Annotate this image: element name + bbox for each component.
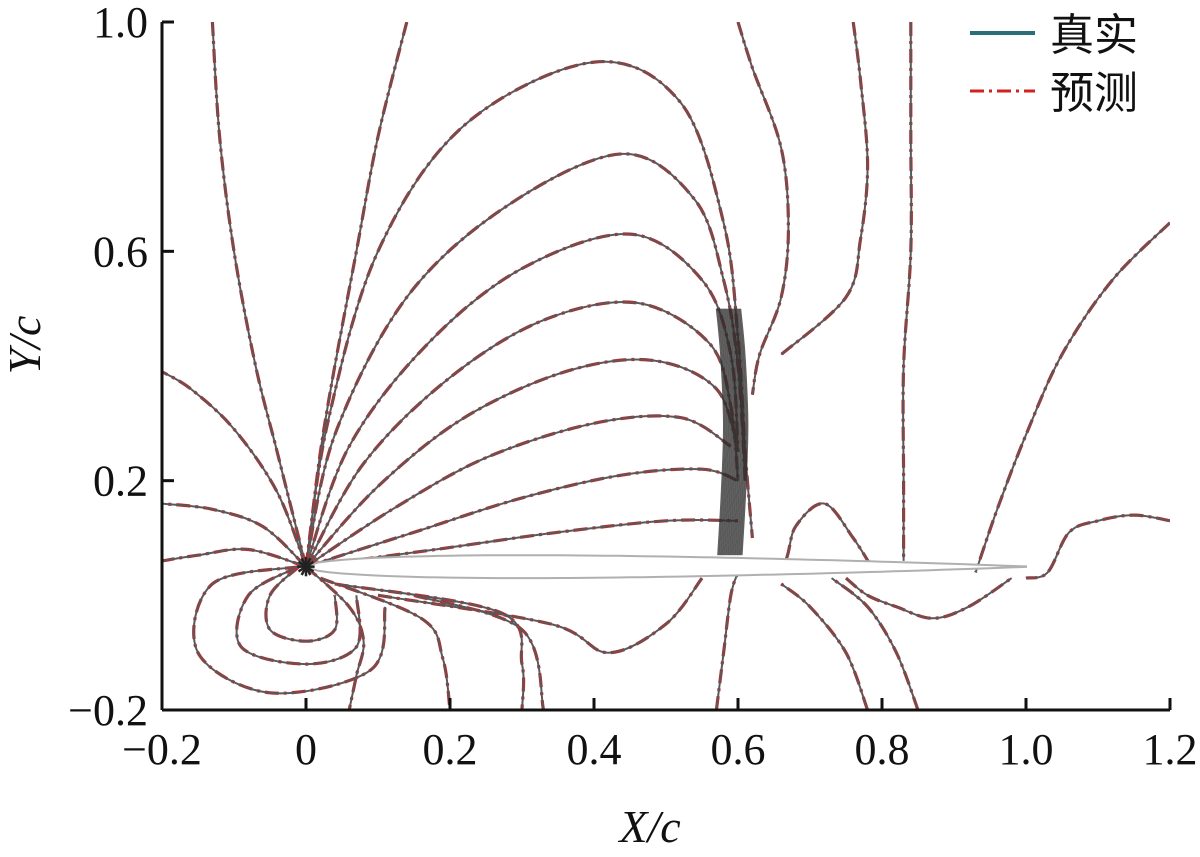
shock-line (728, 308, 738, 556)
y-tick-label: 0.2 (93, 457, 148, 506)
shock-line (737, 308, 747, 556)
predicted-contour-line (974, 221, 1170, 573)
x-axis-ticks: −0.2 0 0.2 0.4 0.6 0.8 1.0 1.2 (122, 698, 1198, 774)
true-contour-line (162, 370, 307, 568)
shock-region (297, 308, 749, 577)
predicted-contour-line (264, 565, 339, 643)
x-tick-label: 1.0 (999, 725, 1054, 774)
shock-line (732, 308, 742, 556)
shock-line (735, 308, 745, 556)
true-contour-line (902, 22, 913, 561)
x-tick-label: 0 (295, 725, 317, 774)
true-contour-line (211, 22, 307, 567)
predicted-contour-line (210, 22, 308, 568)
legend-label-true: 真实 (1050, 10, 1138, 61)
y-axis-ticks: −0.2 0.2 0.6 1.0 (68, 0, 174, 735)
x-tick-label: 0.2 (423, 725, 478, 774)
true-contour-line (1025, 514, 1170, 580)
true-contour-line (305, 414, 732, 568)
predicted-contour-line (736, 22, 791, 395)
true-contour-line (305, 565, 365, 710)
leading-edge-cluster (305, 565, 315, 573)
airfoil-shape (302, 554, 1027, 580)
shock-line (724, 308, 735, 556)
y-tick-label: 1.0 (93, 0, 148, 47)
predicted-contour-line (305, 467, 739, 569)
true-contour-line (305, 467, 739, 568)
true-contour-line (974, 221, 1170, 573)
predicted-contour-line (304, 232, 740, 568)
true-contour-line (320, 577, 451, 710)
true-contour-line (305, 518, 739, 568)
true-contour-line (192, 565, 387, 695)
true-contour-line (305, 152, 747, 567)
shock-line (715, 308, 726, 556)
predicted-contour-line (780, 582, 870, 710)
true-contour-line (305, 233, 739, 568)
true-contour-line (162, 548, 307, 568)
shock-line (726, 308, 736, 556)
x-tick-label: −0.2 (122, 725, 202, 774)
shock-line (721, 308, 731, 556)
axes (160, 22, 1170, 712)
true-contour-line (737, 22, 790, 395)
predicted-contour-line (413, 593, 546, 710)
true-contour-line (715, 572, 739, 710)
true-contour-line (413, 594, 545, 710)
true-contour-line (305, 358, 739, 568)
true-contour-line (377, 577, 703, 654)
shock-line (733, 308, 744, 556)
true-contour-line (830, 577, 919, 710)
shock-line (730, 308, 740, 556)
legend-label-predicted: 预测 (1050, 68, 1138, 119)
shock-line (717, 308, 727, 556)
predicted-contour-line (235, 565, 362, 666)
shock-line (739, 308, 749, 556)
y-tick-label: 0.6 (93, 227, 148, 276)
true-contour-line (845, 577, 1013, 620)
true-contour-line (334, 582, 525, 710)
shock-line (719, 308, 729, 556)
x-tick-label: 1.2 (1143, 725, 1198, 774)
predicted-contour-line (162, 370, 308, 568)
true-contour-line (264, 565, 338, 643)
y-tick-label: −0.2 (68, 686, 148, 735)
x-tick-label: 0.4 (567, 725, 622, 774)
predicted-contour-line (780, 22, 870, 356)
predicted-contour-line (304, 152, 747, 568)
true-contour-line (305, 301, 739, 568)
x-axis-title: X/c (617, 801, 680, 852)
x-tick-label: 0.6 (711, 725, 766, 774)
y-axis-title: Y/c (0, 316, 50, 375)
predicted-contour-line (377, 577, 704, 655)
contour-lines (162, 22, 1170, 710)
true-contour-line (162, 502, 307, 568)
predicted-contour-line (304, 300, 740, 568)
legend: 真实 预测 (970, 10, 1138, 119)
predicted-contour-line (305, 414, 732, 569)
predicted-contour-line (1025, 513, 1170, 580)
shock-line (723, 308, 733, 556)
true-contour-line (780, 22, 869, 356)
true-contour-line (780, 583, 869, 710)
true-contour-line (235, 565, 362, 666)
x-tick-label: 0.8 (855, 725, 910, 774)
